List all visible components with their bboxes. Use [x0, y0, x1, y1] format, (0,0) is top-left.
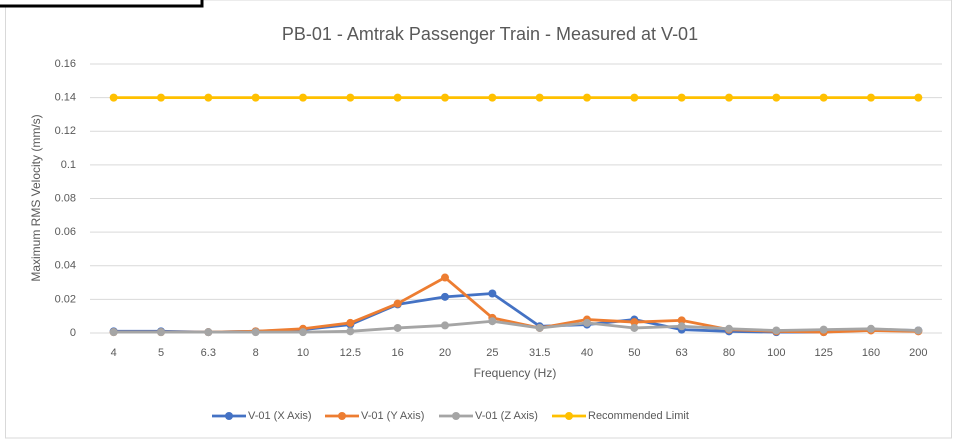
- legend-label: V-01 (Z Axis): [475, 410, 538, 422]
- y-axis-label: Maximum RMS Velocity (mm/s): [29, 114, 43, 281]
- x-tick-label: 63: [676, 347, 688, 359]
- point-marker: [393, 323, 402, 332]
- legend-marker: [225, 412, 233, 420]
- point-marker: [772, 326, 781, 335]
- legend-label: Recommended Limit: [588, 410, 689, 422]
- point-marker: [109, 93, 118, 102]
- y-tick-label: 0.16: [55, 58, 76, 70]
- legend-marker: [338, 412, 346, 420]
- point-marker: [157, 328, 165, 337]
- legend-marker: [565, 412, 573, 420]
- point-marker: [725, 93, 733, 102]
- point-marker: [393, 93, 402, 102]
- point-marker: [772, 93, 781, 102]
- point-marker: [157, 93, 165, 102]
- point-marker: [535, 323, 544, 332]
- point-marker: [677, 93, 686, 102]
- point-marker: [867, 324, 875, 333]
- legend-marker: [452, 412, 460, 420]
- x-tick-label: 100: [767, 347, 785, 359]
- point-marker: [630, 323, 639, 332]
- point-marker: [441, 93, 449, 102]
- y-tick-label: 0.02: [55, 293, 76, 305]
- point-marker: [204, 93, 213, 102]
- point-marker: [251, 93, 260, 102]
- x-tick-label: 200: [909, 347, 927, 359]
- x-tick-label: 20: [439, 347, 451, 359]
- x-tick-label: 50: [628, 347, 640, 359]
- point-marker: [914, 326, 923, 335]
- point-marker: [346, 318, 355, 327]
- x-tick-label: 25: [486, 347, 498, 359]
- y-tick-label: 0.08: [55, 192, 76, 204]
- point-marker: [299, 93, 307, 102]
- point-marker: [109, 328, 118, 337]
- point-marker: [725, 324, 733, 333]
- point-marker: [867, 93, 875, 102]
- x-tick-label: 40: [581, 347, 593, 359]
- point-marker: [441, 273, 449, 282]
- point-marker: [583, 93, 591, 102]
- y-tick-label: 0.1: [61, 159, 76, 171]
- x-tick-label: 125: [814, 347, 832, 359]
- x-tick-label: 4: [111, 347, 117, 359]
- point-marker: [914, 93, 923, 102]
- legend-label: V-01 (X Axis): [248, 410, 312, 422]
- point-marker: [630, 93, 639, 102]
- point-marker: [583, 318, 591, 327]
- legend-label: V-01 (Y Axis): [361, 410, 424, 422]
- x-axis-label: Frequency (Hz): [474, 366, 557, 380]
- x-tick-label: 5: [158, 347, 164, 359]
- cropped-box: [0, 0, 204, 8]
- point-marker: [677, 316, 686, 325]
- point-marker: [299, 328, 307, 337]
- series-line: [113, 319, 919, 334]
- y-tick-label: 0.06: [55, 226, 76, 238]
- point-marker: [488, 317, 497, 326]
- point-marker: [488, 93, 497, 102]
- x-tick-label: 80: [723, 347, 735, 359]
- y-tick-label: 0.14: [55, 92, 76, 104]
- point-marker: [393, 299, 402, 308]
- x-tick-label: 10: [297, 347, 309, 359]
- point-marker: [819, 325, 828, 334]
- x-tick-label: 8: [253, 347, 259, 359]
- point-marker: [441, 321, 449, 330]
- point-marker: [204, 328, 213, 337]
- chart-frame: [5, 0, 952, 439]
- point-marker: [346, 93, 355, 102]
- point-marker: [488, 289, 497, 298]
- point-marker: [819, 93, 828, 102]
- point-marker: [441, 292, 449, 301]
- y-tick-label: 0: [70, 327, 76, 339]
- point-marker: [630, 318, 639, 327]
- x-tick-label: 6.3: [201, 347, 216, 359]
- x-tick-label: 16: [392, 347, 404, 359]
- point-marker: [251, 328, 260, 337]
- y-tick-label: 0.12: [55, 125, 76, 137]
- point-marker: [346, 327, 355, 336]
- x-tick-label: 160: [862, 347, 880, 359]
- point-marker: [535, 93, 544, 102]
- point-marker: [677, 322, 686, 331]
- x-tick-label: 31.5: [529, 347, 550, 359]
- chart-title: PB-01 - Amtrak Passenger Train - Measure…: [282, 24, 698, 44]
- x-tick-label: 12.5: [340, 347, 361, 359]
- y-tick-label: 0.04: [55, 260, 76, 272]
